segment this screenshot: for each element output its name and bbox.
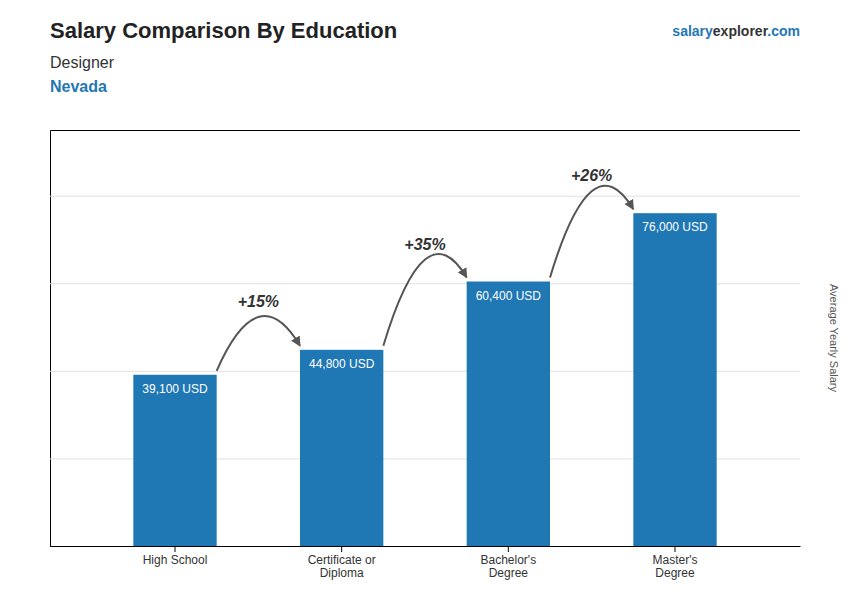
y-axis [50, 131, 800, 547]
annotation: +15% [238, 293, 279, 310]
axis-line [51, 546, 801, 547]
tick: Master'sDegree [653, 546, 698, 580]
brand-part: explorer [713, 23, 769, 39]
subtitle: Nevada [50, 78, 107, 95]
annotation: +26% [571, 167, 612, 184]
subtitle: Designer [50, 54, 115, 71]
data-labels: 39,100 USD 44,800 USD 60,400 USD 76,000 USD [142, 220, 708, 396]
tick: Bachelor'sDegree [481, 546, 537, 580]
tick-label: Master'sDegree [653, 553, 698, 581]
data-label: 60,400 USD [476, 289, 542, 303]
tick-label: High School [143, 553, 208, 567]
bar [633, 213, 716, 546]
brand-part: salary [672, 23, 713, 39]
data-label: 39,100 USD [142, 382, 208, 396]
axis-line [51, 131, 801, 547]
x-axis: High School Certificate orDiploma Bachelor… [51, 546, 801, 580]
data-label: 44,800 USD [309, 357, 375, 371]
bar [300, 350, 383, 546]
annotation: +35% [404, 236, 445, 253]
brand: salaryexplorer.com [672, 23, 800, 39]
tick-mark [508, 546, 509, 552]
arrow [550, 186, 633, 278]
title: Salary Comparison By Education [50, 18, 397, 43]
tick-mark [341, 546, 342, 552]
arrow [217, 316, 300, 371]
arrow [383, 254, 466, 346]
tick: High School [143, 546, 208, 567]
axis-title: Average Yearly Salary [828, 284, 840, 393]
annotations: +15% +35% +26% [217, 167, 634, 371]
bar [467, 282, 550, 546]
tick-mark [175, 546, 176, 552]
chart: High School Certificate orDiploma Bachelor… [0, 0, 850, 606]
tick-label: Certificate orDiploma [308, 553, 376, 581]
tick-mark [675, 546, 676, 552]
tick: Certificate orDiploma [308, 546, 376, 580]
grid-line [50, 196, 800, 197]
tick [50, 196, 800, 197]
data-label: 76,000 USD [642, 220, 708, 234]
bar [133, 375, 216, 546]
tick-label: Bachelor'sDegree [481, 553, 537, 581]
bars [133, 213, 716, 546]
brand-part: .com [767, 23, 800, 39]
